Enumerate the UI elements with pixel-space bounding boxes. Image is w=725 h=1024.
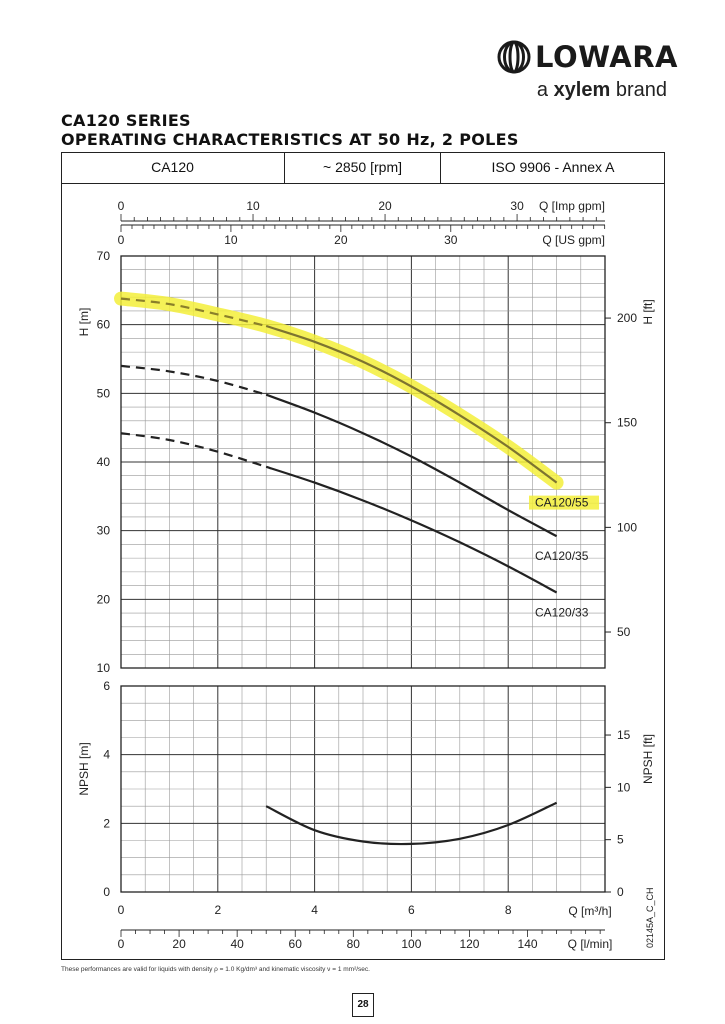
npsh-ft-tick-label: 5 xyxy=(617,833,624,847)
curve-solid-1 xyxy=(265,393,558,538)
chart-frame xyxy=(61,152,665,960)
npsh-ft-tick-label: 15 xyxy=(617,728,631,742)
npsh-y-tick-label: 6 xyxy=(103,679,110,693)
q-m3h-tick-label: 2 xyxy=(214,903,221,917)
curve-solid-2 xyxy=(265,465,558,594)
npsh-curve-0 xyxy=(265,801,558,846)
series-label-0: CA120/55 xyxy=(535,496,589,510)
page-number: 28 xyxy=(352,993,374,1017)
npsh-y-tick-label: 4 xyxy=(103,748,110,762)
head-y-tick-label: 30 xyxy=(97,524,111,538)
us-gpm-axis-tick-label: 10 xyxy=(224,233,238,247)
npsh-panel-border xyxy=(120,685,606,893)
imp-gpm-axis-tick-label: 20 xyxy=(378,199,392,213)
q-m3h-tick-label: 4 xyxy=(311,903,318,917)
tagline-suffix: brand xyxy=(610,79,667,101)
head-panel-border xyxy=(120,255,606,669)
q-m3h-tick-label: 0 xyxy=(118,903,125,917)
imp-gpm-axis-tick-label: 30 xyxy=(510,199,524,213)
curve-dashed-0 xyxy=(120,297,267,328)
head-y-tick-label: 40 xyxy=(97,455,111,469)
footnote: These performances are valid for liquids… xyxy=(61,966,370,973)
grid-layer xyxy=(120,255,606,893)
curve-solid-0 xyxy=(265,324,558,484)
npsh-ft-tick-label: 10 xyxy=(617,780,631,794)
head-ft-tick-label: 150 xyxy=(617,416,637,430)
imp-gpm-axis-tick-label: 10 xyxy=(246,199,260,213)
lmin-axis-tick-label: 40 xyxy=(230,937,244,951)
us-gpm-axis-label: Q [US gpm] xyxy=(542,233,605,247)
head-y-tick-label: 10 xyxy=(97,661,111,675)
header-model: CA120 xyxy=(61,152,285,184)
npsh-ft-tick-label: 0 xyxy=(617,885,624,899)
us-gpm-axis-tick-label: 20 xyxy=(334,233,348,247)
head-y-tick-label: 50 xyxy=(97,386,111,400)
lowara-mark-icon xyxy=(497,40,531,74)
curve-layer xyxy=(114,291,564,846)
us-gpm-axis-tick-label: 30 xyxy=(444,233,458,247)
tagline-prefix: a xyxy=(536,79,554,101)
head-y-axis-label: H [m] xyxy=(77,308,91,337)
header-speed: ~ 2850 [rpm] xyxy=(285,152,441,184)
lmin-axis-tick-label: 60 xyxy=(289,937,303,951)
series-label-1: CA120/35 xyxy=(535,549,589,563)
npsh-y-tick-label: 2 xyxy=(103,816,110,830)
lmin-axis-tick-label: 0 xyxy=(118,937,125,951)
head-ft-tick-label: 200 xyxy=(617,311,637,325)
npsh-y-axis-label: NPSH [m] xyxy=(77,742,91,795)
curve-dashed-1 xyxy=(120,364,267,396)
lmin-axis-label: Q [l/min] xyxy=(568,937,613,951)
header-standard: ISO 9906 - Annex A xyxy=(491,159,615,175)
brand-name: LOWARA xyxy=(535,40,679,74)
head-y-tick-label: 60 xyxy=(97,318,111,332)
drawing-code: 02145A_C_CH xyxy=(645,887,655,948)
lowara-logo: LOWARA xyxy=(497,38,678,102)
lmin-axis-tick-label: 120 xyxy=(459,937,479,951)
q-m3h-tick-label: 6 xyxy=(408,903,415,917)
npsh-y-tick-label: 0 xyxy=(103,885,110,899)
lmin-axis-tick-label: 80 xyxy=(347,937,361,951)
head-ft-tick-label: 50 xyxy=(617,625,631,639)
series-label-2: CA120/33 xyxy=(535,605,589,619)
head-ft-axis-label: H [ft] xyxy=(641,299,655,324)
lmin-axis-tick-label: 140 xyxy=(518,937,538,951)
chart-title: OPERATING CHARACTERISTICS AT 50 Hz, 2 PO… xyxy=(61,130,519,149)
series-title: CA120 SERIES xyxy=(61,111,191,130)
head-y-tick-label: 20 xyxy=(97,592,111,606)
brand-tagline: a xylem brand xyxy=(537,79,667,102)
curve-dashed-2 xyxy=(120,432,267,468)
label-layer: CA120/55 CA120/35 CA120/33 xyxy=(529,495,599,619)
header-divider xyxy=(61,183,665,184)
lmin-axis-tick-label: 20 xyxy=(172,937,186,951)
us-gpm-axis-tick-label: 0 xyxy=(118,233,125,247)
label-highlight-0 xyxy=(529,495,599,510)
head-ft-tick-label: 100 xyxy=(617,520,637,534)
lmin-axis-tick-label: 100 xyxy=(401,937,421,951)
imp-gpm-axis-tick-label: 0 xyxy=(118,199,125,213)
tagline-brand: xylem xyxy=(553,79,611,101)
head-y-tick-label: 70 xyxy=(97,249,111,263)
spec-header: CA120 ~ 2850 [rpm] ISO 9906 - Annex A xyxy=(61,152,665,184)
q-m3h-axis-label: Q [m³/h] xyxy=(568,904,611,918)
q-m3h-tick-label: 8 xyxy=(505,903,512,917)
imp-gpm-axis-label: Q [Imp gpm] xyxy=(539,199,605,213)
npsh-ft-axis-label: NPSH [ft] xyxy=(641,734,655,784)
